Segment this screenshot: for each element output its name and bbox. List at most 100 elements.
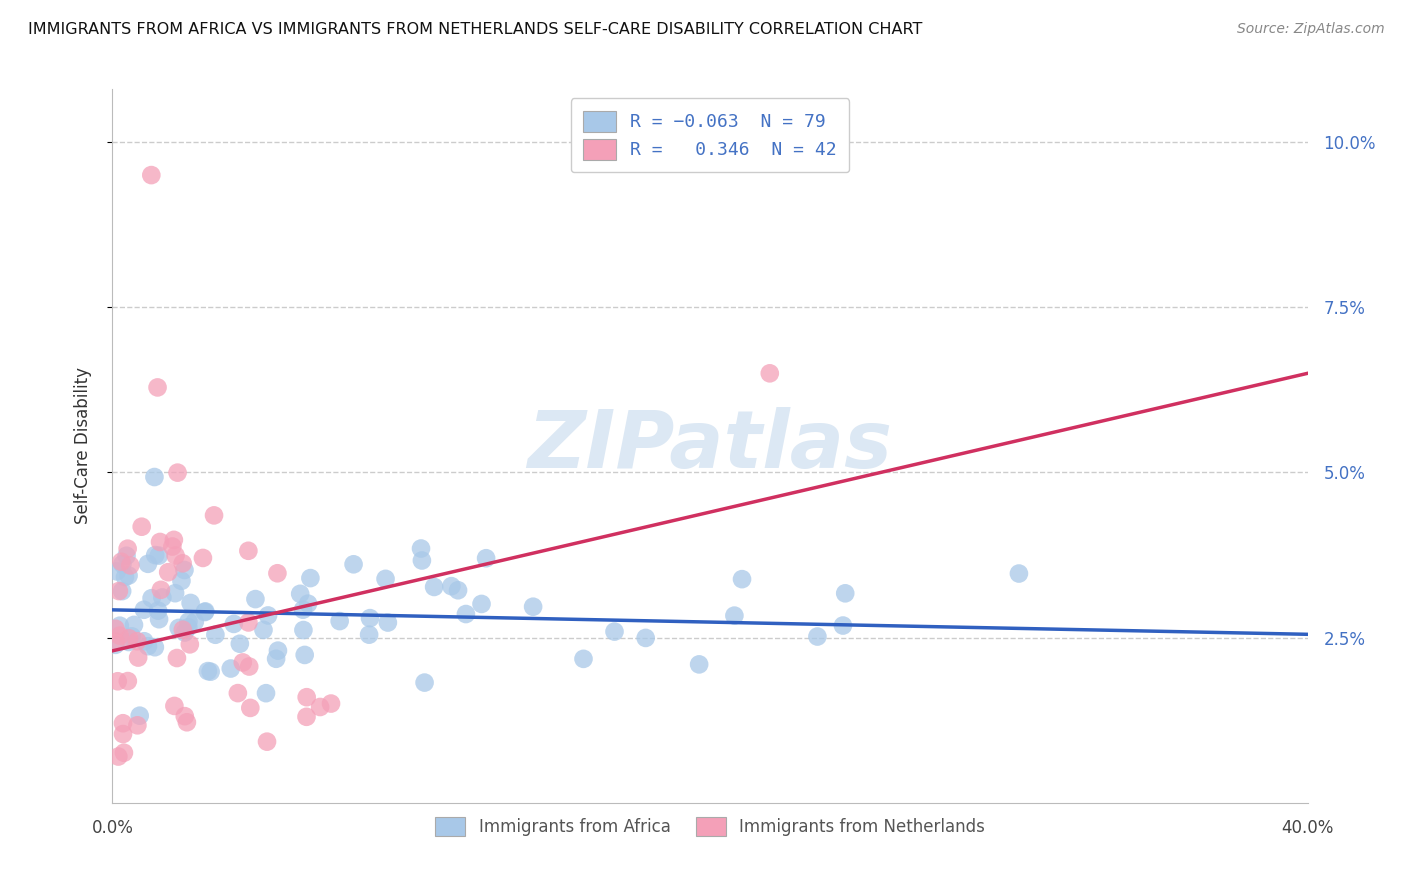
Point xyxy=(173,563,195,577)
Point xyxy=(122,618,145,632)
Point xyxy=(834,586,856,600)
Point xyxy=(194,604,217,618)
Point xyxy=(423,580,446,594)
Point xyxy=(202,508,225,523)
Point xyxy=(409,541,432,556)
Point xyxy=(114,570,136,584)
Point xyxy=(112,746,135,760)
Point xyxy=(166,651,188,665)
Point xyxy=(146,380,169,394)
Point xyxy=(257,608,280,623)
Point xyxy=(115,549,138,563)
Point xyxy=(143,470,166,484)
Point xyxy=(292,623,315,637)
Point xyxy=(148,612,170,626)
Point xyxy=(447,583,470,598)
Point xyxy=(136,557,159,571)
Point xyxy=(118,635,141,649)
Point xyxy=(110,555,132,569)
Point xyxy=(131,519,153,533)
Point xyxy=(1008,566,1031,581)
Point xyxy=(163,533,186,547)
Point xyxy=(411,553,433,567)
Point xyxy=(342,558,364,572)
Point xyxy=(440,579,463,593)
Point xyxy=(759,367,782,381)
Point xyxy=(319,697,342,711)
Point xyxy=(136,639,159,653)
Point xyxy=(197,664,219,678)
Point xyxy=(204,628,226,642)
Point xyxy=(290,587,312,601)
Text: IMMIGRANTS FROM AFRICA VS IMMIGRANTS FROM NETHERLANDS SELF-CARE DISABILITY CORRE: IMMIGRANTS FROM AFRICA VS IMMIGRANTS FRO… xyxy=(28,22,922,37)
Point xyxy=(152,591,174,605)
Point xyxy=(294,648,316,662)
Point xyxy=(238,615,260,630)
Point xyxy=(266,566,288,581)
Point xyxy=(238,543,260,558)
Point xyxy=(165,549,187,563)
Point xyxy=(163,698,186,713)
Point xyxy=(723,608,745,623)
Point xyxy=(120,558,142,573)
Point xyxy=(107,674,129,689)
Point xyxy=(603,624,626,639)
Point xyxy=(166,466,188,480)
Point xyxy=(104,622,127,636)
Point xyxy=(107,749,129,764)
Point xyxy=(149,582,172,597)
Point xyxy=(634,631,657,645)
Point xyxy=(177,615,200,629)
Point xyxy=(222,616,245,631)
Point xyxy=(292,603,315,617)
Point xyxy=(165,586,187,600)
Point xyxy=(299,571,322,585)
Point xyxy=(128,708,150,723)
Text: Source: ZipAtlas.com: Source: ZipAtlas.com xyxy=(1237,22,1385,37)
Point xyxy=(111,584,134,599)
Point xyxy=(572,652,595,666)
Point xyxy=(167,621,190,635)
Point xyxy=(229,637,252,651)
Point xyxy=(377,615,399,630)
Point xyxy=(264,652,287,666)
Point xyxy=(252,623,274,637)
Point xyxy=(200,665,222,679)
Point xyxy=(374,572,396,586)
Point xyxy=(180,596,202,610)
Point xyxy=(179,637,201,651)
Point xyxy=(121,629,143,643)
Point xyxy=(108,584,131,599)
Point xyxy=(134,634,156,648)
Point xyxy=(359,611,381,625)
Point xyxy=(104,634,127,648)
Point xyxy=(173,625,195,640)
Point xyxy=(172,557,194,571)
Point xyxy=(329,614,352,628)
Point xyxy=(143,640,166,655)
Point xyxy=(104,638,127,652)
Point xyxy=(245,592,267,607)
Point xyxy=(688,657,710,672)
Point xyxy=(172,623,194,637)
Point xyxy=(413,675,436,690)
Point xyxy=(111,727,134,741)
Point xyxy=(105,565,128,579)
Point xyxy=(731,572,754,586)
Point xyxy=(148,549,170,563)
Point xyxy=(297,597,319,611)
Point xyxy=(173,709,195,723)
Point xyxy=(239,701,262,715)
Point xyxy=(118,632,141,646)
Legend: Immigrants from Africa, Immigrants from Netherlands: Immigrants from Africa, Immigrants from … xyxy=(427,808,993,845)
Text: ZIPatlas: ZIPatlas xyxy=(527,407,893,485)
Point xyxy=(254,686,277,700)
Point xyxy=(162,540,184,554)
Point xyxy=(117,568,139,582)
Point xyxy=(832,618,855,632)
Point xyxy=(475,551,498,566)
Point xyxy=(127,718,149,732)
Point xyxy=(191,551,214,566)
Point xyxy=(132,603,155,617)
Point xyxy=(141,591,163,606)
